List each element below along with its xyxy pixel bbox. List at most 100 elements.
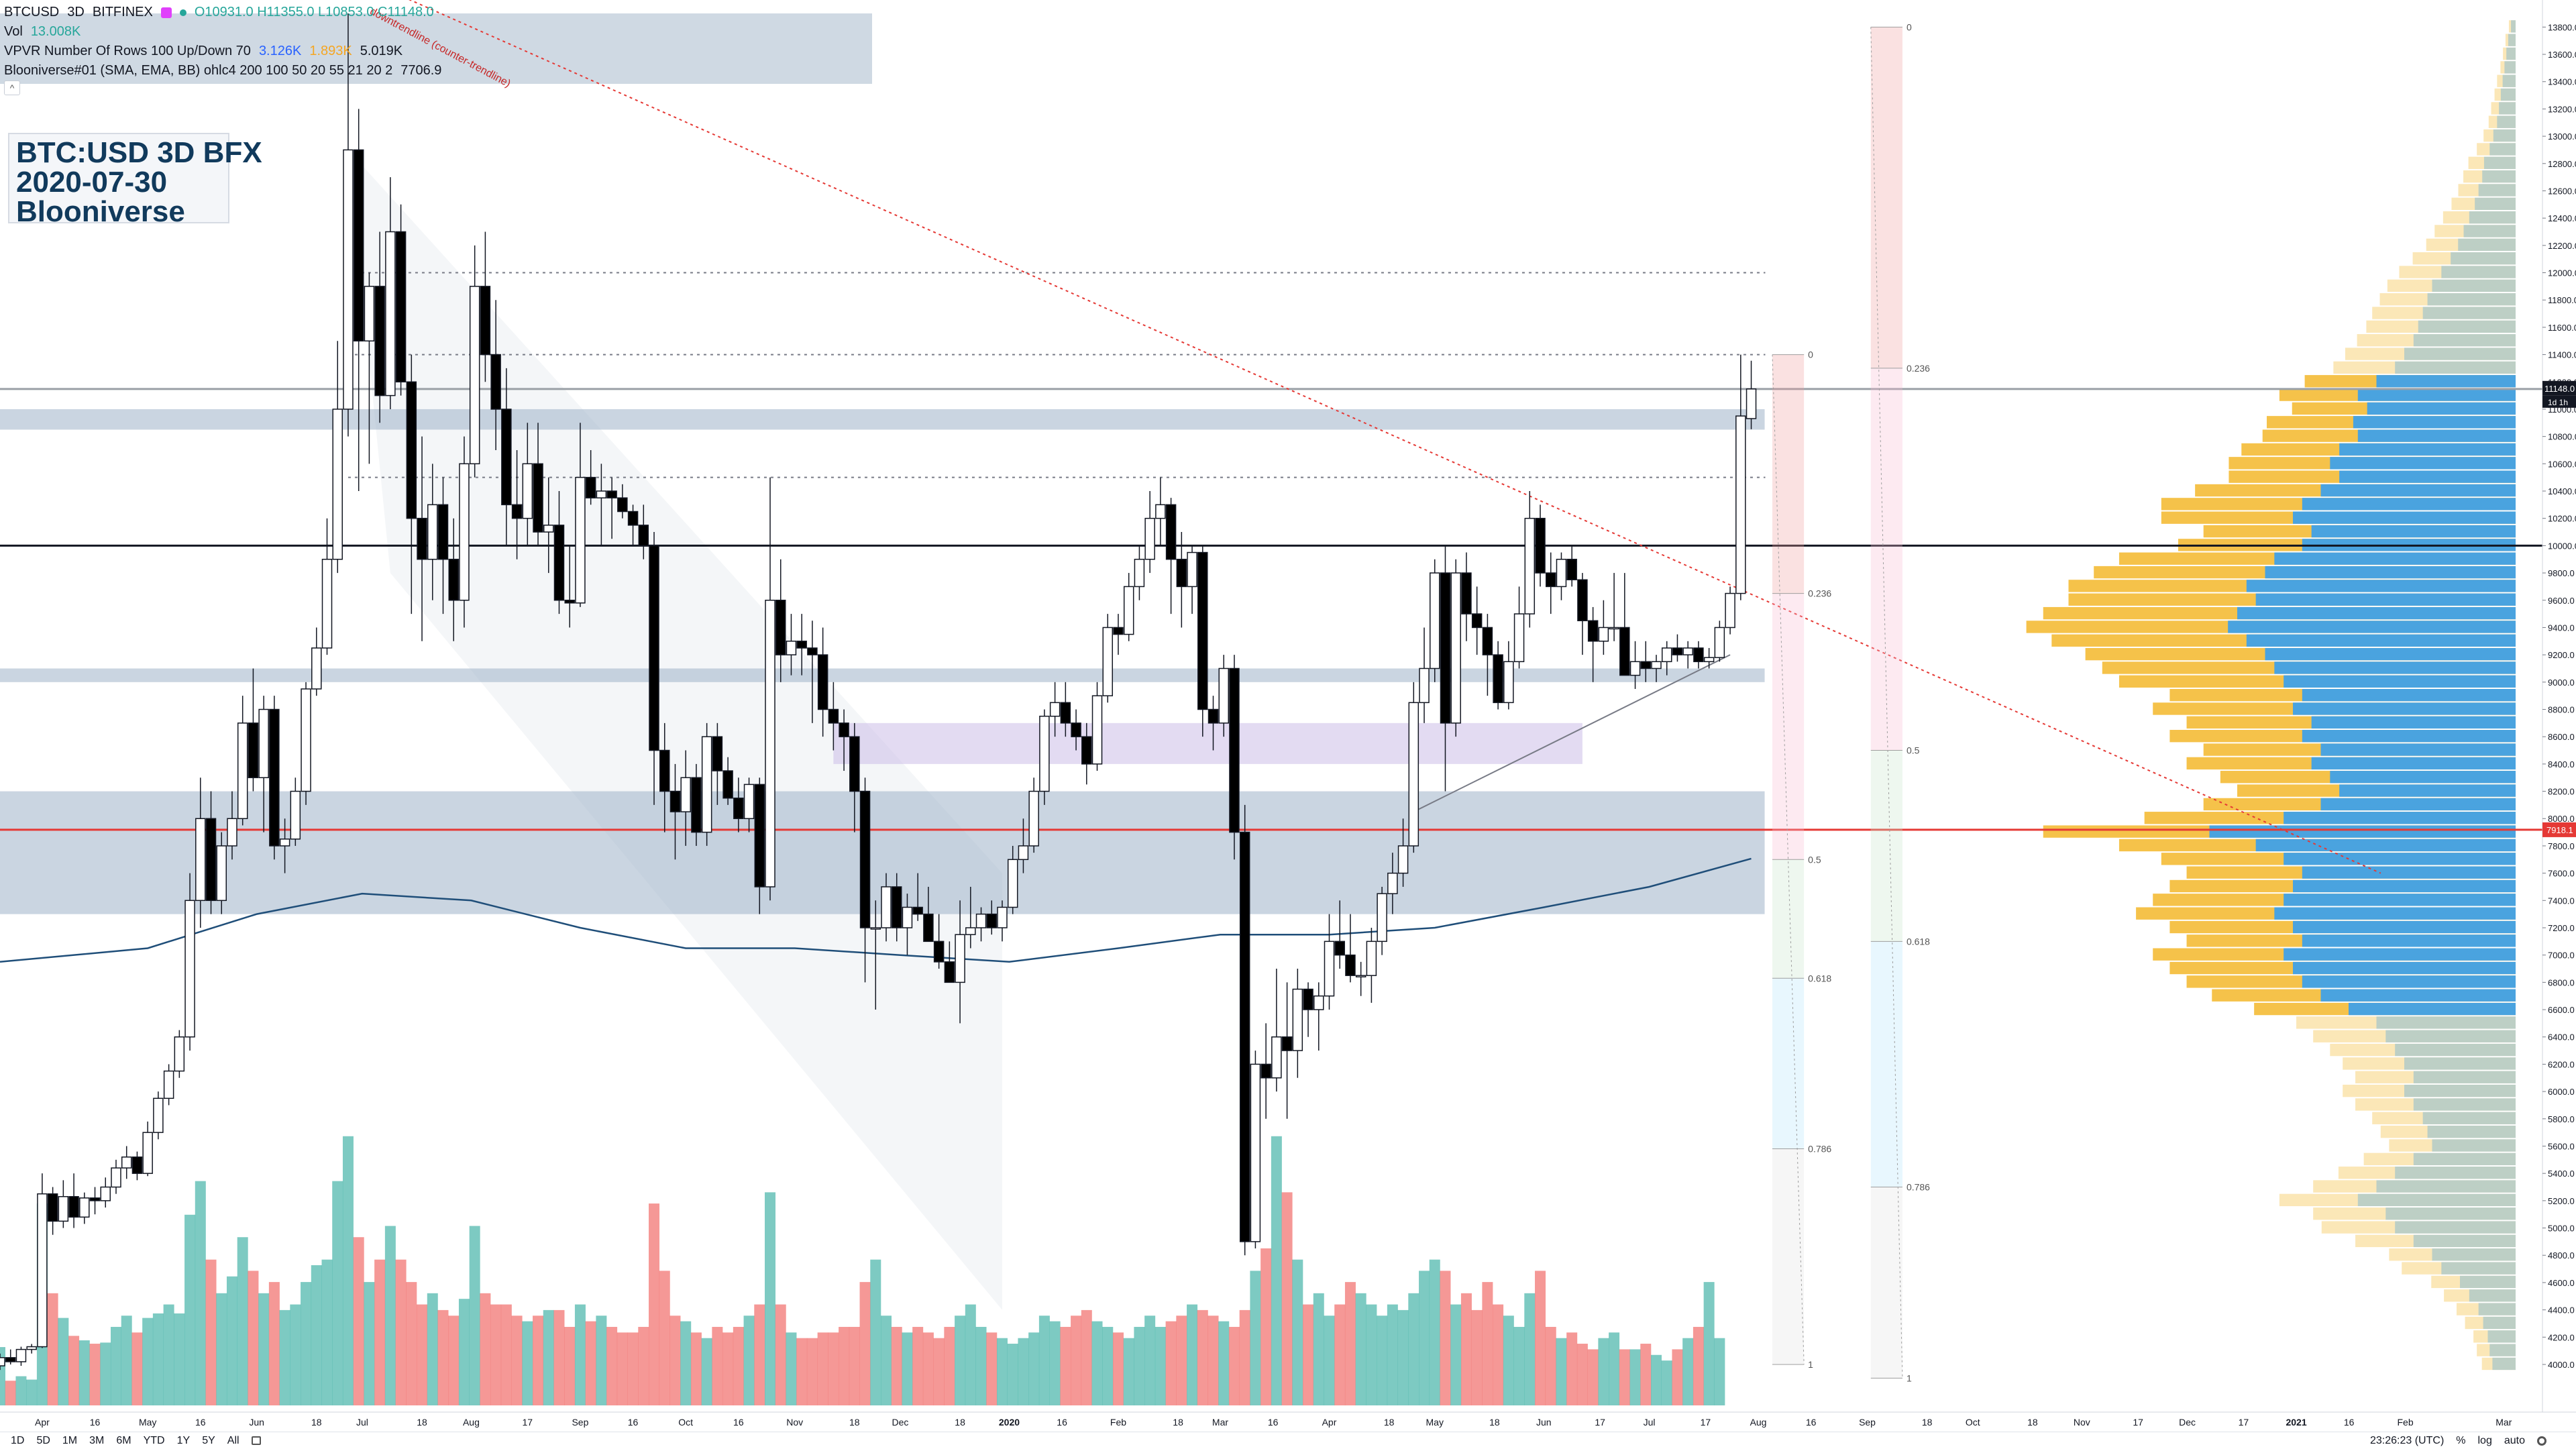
candle-down bbox=[395, 231, 407, 383]
candle bbox=[1387, 853, 1398, 914]
candle bbox=[58, 1180, 69, 1228]
volume-bar bbox=[458, 1299, 470, 1405]
vp-row-down bbox=[2488, 115, 2516, 128]
y-axis-background bbox=[2542, 0, 2576, 1429]
volume-bar bbox=[1672, 1349, 1683, 1405]
volume-bar bbox=[817, 1332, 828, 1405]
percent-scale-toggle[interactable]: % bbox=[2456, 1434, 2466, 1446]
symbol-label[interactable]: BTCUSD bbox=[4, 5, 60, 19]
vp-row-down bbox=[2503, 47, 2516, 60]
candle bbox=[1239, 804, 1250, 1256]
volume-bar bbox=[849, 1326, 860, 1405]
legend-vpvr-row[interactable]: VPVR Number Of Rows 100 Up/Down 70 3.126… bbox=[4, 42, 1373, 61]
vp-row-up bbox=[2284, 948, 2516, 961]
exchange-logo-icon bbox=[160, 7, 172, 18]
vp-row-up bbox=[2427, 1125, 2516, 1138]
candle bbox=[986, 900, 998, 935]
range-button-6m[interactable]: 6M bbox=[116, 1434, 131, 1446]
vp-row-up bbox=[2320, 989, 2516, 1002]
candle bbox=[469, 245, 480, 478]
candle bbox=[111, 1159, 121, 1194]
range-button-5d[interactable]: 5D bbox=[36, 1434, 50, 1446]
candle bbox=[237, 696, 248, 826]
interval-label[interactable]: 3D bbox=[67, 5, 85, 19]
range-button-ytd[interactable]: YTD bbox=[143, 1434, 165, 1446]
volume-label: Vol bbox=[4, 24, 23, 39]
candle-up bbox=[1049, 702, 1061, 717]
candle-down bbox=[248, 722, 259, 778]
candle bbox=[1081, 722, 1092, 785]
volume-bar bbox=[480, 1293, 491, 1405]
fib-band bbox=[1772, 1148, 1805, 1364]
candle bbox=[669, 763, 681, 860]
vp-row-down bbox=[2372, 307, 2516, 319]
candle-up bbox=[1387, 872, 1398, 894]
candle bbox=[617, 484, 628, 519]
range-button-5y[interactable]: 5Y bbox=[202, 1434, 215, 1446]
candle bbox=[1218, 655, 1229, 737]
candle bbox=[490, 300, 501, 450]
vp-row-up bbox=[2395, 361, 2516, 374]
clock-time[interactable]: 23:26:23 (UTC) bbox=[2370, 1434, 2445, 1446]
x-axis-background bbox=[0, 1412, 2576, 1429]
candle-up bbox=[469, 286, 480, 465]
legend-volume-row[interactable]: Vol 13.008K bbox=[4, 22, 1373, 42]
candle-down bbox=[1461, 572, 1472, 614]
vp-row-up bbox=[2357, 429, 2516, 442]
volume-bar bbox=[1303, 1304, 1314, 1405]
legend-collapse-button[interactable]: ^ bbox=[4, 80, 20, 95]
x-tick-label: Aug bbox=[463, 1417, 480, 1428]
volume-value: 13.008K bbox=[30, 24, 81, 39]
range-button-1m[interactable]: 1M bbox=[62, 1434, 78, 1446]
candle bbox=[1134, 545, 1145, 600]
vp-row-up bbox=[2497, 115, 2516, 128]
x-tick-label: 17 bbox=[1701, 1417, 1711, 1428]
candle-up bbox=[153, 1097, 164, 1133]
x-tick-label: Apr bbox=[35, 1417, 50, 1428]
chart-settings-gear-icon[interactable] bbox=[2537, 1436, 2546, 1446]
chart-title-box[interactable]: BTC:USD 3D BFX 2020-07-30 Blooniverse bbox=[8, 133, 262, 227]
volume-bar bbox=[616, 1332, 628, 1405]
fib-band bbox=[1870, 368, 1902, 751]
candle bbox=[205, 791, 217, 914]
volume-bar bbox=[1176, 1316, 1187, 1405]
volume-bar bbox=[1377, 1316, 1388, 1405]
candle-up bbox=[575, 476, 586, 604]
vp-row-up bbox=[2475, 197, 2516, 210]
candle-up bbox=[902, 906, 913, 928]
support-resistance-zone bbox=[0, 409, 1765, 430]
candle bbox=[79, 1192, 90, 1224]
y-tick-label: 9000.0 bbox=[2548, 678, 2575, 688]
range-button-1d[interactable]: 1D bbox=[11, 1434, 25, 1446]
candle-down bbox=[353, 149, 364, 341]
log-scale-toggle[interactable]: log bbox=[2477, 1434, 2492, 1446]
candle bbox=[997, 900, 1008, 942]
vp-row-up bbox=[2339, 443, 2516, 456]
vp-row-up bbox=[2367, 402, 2516, 415]
candle bbox=[1598, 600, 1609, 655]
volume-bar bbox=[638, 1326, 649, 1405]
candle-down bbox=[1535, 517, 1546, 574]
goto-date-calendar-icon[interactable] bbox=[251, 1436, 261, 1445]
x-tick-label: May bbox=[1426, 1417, 1444, 1428]
vp-row-up bbox=[2385, 1208, 2516, 1220]
candle bbox=[427, 464, 438, 600]
legend-symbol-row[interactable]: BTCUSD 3D BITFINEX O10931.0 H11355.0 L10… bbox=[4, 3, 1373, 22]
volume-bar bbox=[195, 1181, 206, 1405]
candle bbox=[807, 621, 818, 723]
candle bbox=[47, 1187, 58, 1235]
vp-row-down bbox=[2434, 225, 2516, 237]
auto-scale-toggle[interactable]: auto bbox=[2504, 1434, 2525, 1446]
range-button-1y[interactable]: 1Y bbox=[176, 1434, 191, 1446]
vpvr-label: VPVR Number Of Rows 100 Up/Down 70 bbox=[4, 44, 251, 58]
range-button-all[interactable]: All bbox=[227, 1434, 239, 1446]
candle bbox=[1513, 586, 1525, 669]
y-tick-label: 9800.0 bbox=[2548, 568, 2575, 578]
volume-bar bbox=[374, 1259, 386, 1405]
legend-blooniverse-row[interactable]: Blooniverse#01 (SMA, EMA, BB) ohlc4 200 … bbox=[4, 61, 1373, 80]
range-button-3m[interactable]: 3M bbox=[89, 1434, 105, 1446]
candle bbox=[301, 682, 311, 805]
candle bbox=[1735, 354, 1746, 600]
candle-up bbox=[1187, 551, 1197, 588]
